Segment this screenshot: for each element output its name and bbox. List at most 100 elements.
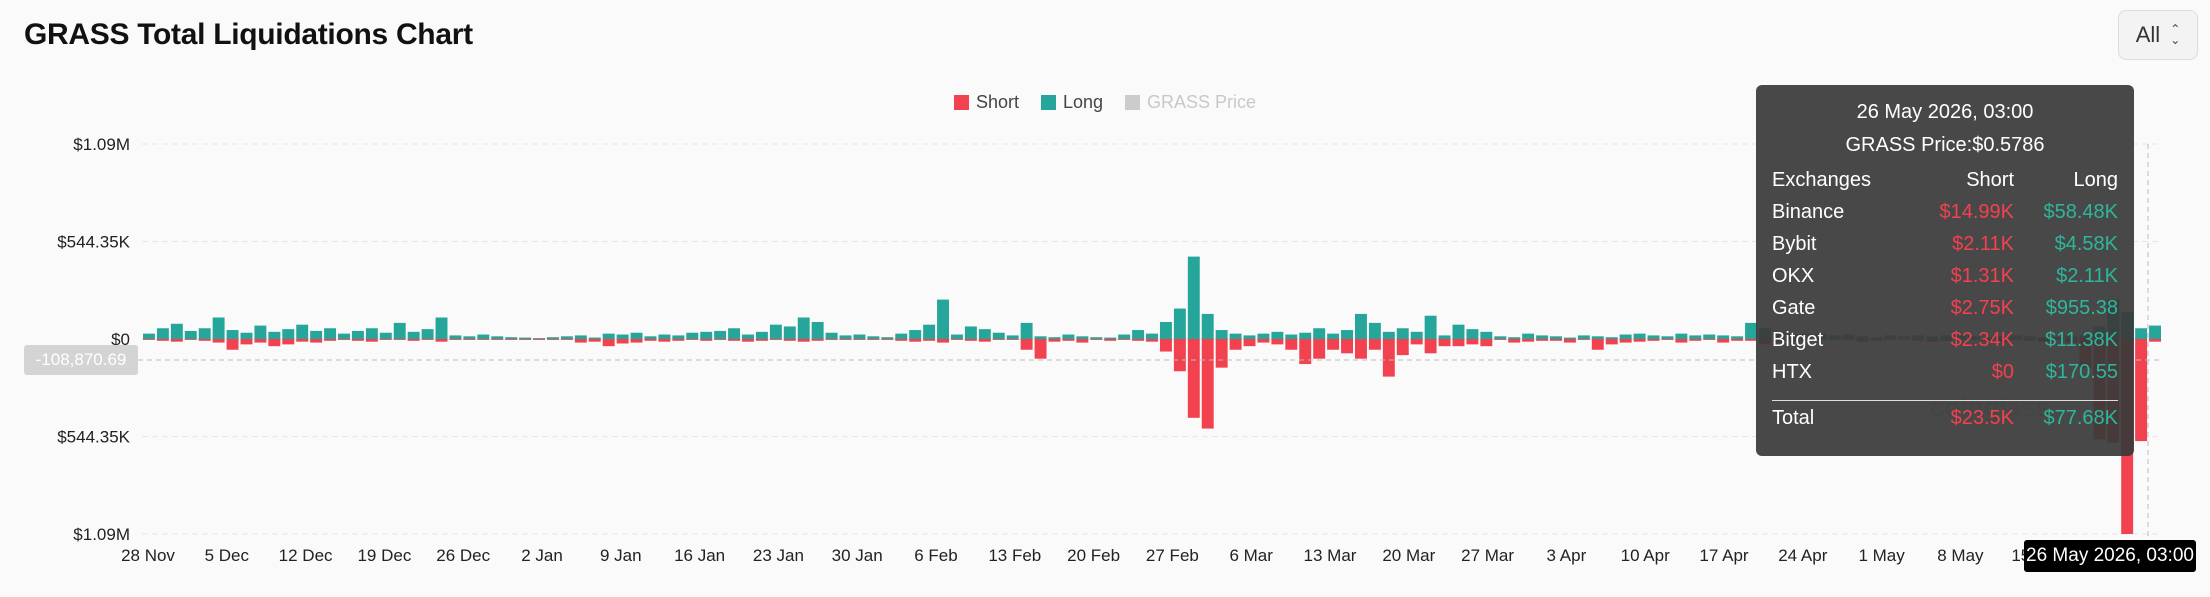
bar-long bbox=[881, 337, 894, 339]
bar-long bbox=[365, 328, 378, 339]
bar-short bbox=[435, 339, 448, 342]
bar-short bbox=[296, 339, 309, 342]
bar-short bbox=[1689, 339, 1702, 341]
chart-legend: Short Long GRASS Price bbox=[0, 92, 2210, 113]
bar-long bbox=[700, 331, 713, 339]
bar-short bbox=[143, 339, 155, 340]
bar-short bbox=[574, 339, 587, 343]
x-axis: 28 Nov 5 Dec 12 Dec 19 Dec 26 Dec 2 Jan 9 Jan 1… bbox=[121, 546, 2068, 565]
bar-short bbox=[616, 339, 629, 344]
bar-short bbox=[463, 339, 476, 340]
chart-tooltip: 26 May 2026, 03:00 GRASS Price:$0.5786 E… bbox=[1756, 85, 2134, 456]
bar-short bbox=[1243, 339, 1256, 347]
x-tick-label: 13 Feb bbox=[988, 546, 1041, 565]
bar-short bbox=[1522, 339, 1535, 342]
tooltip-short-value: $2.34K bbox=[1950, 329, 2015, 351]
bar-long bbox=[714, 330, 727, 339]
bar-short bbox=[909, 339, 922, 342]
bar-long bbox=[895, 333, 908, 339]
tooltip-separator bbox=[1772, 389, 2118, 403]
bar-short bbox=[421, 339, 434, 340]
bar-short bbox=[351, 339, 364, 341]
legend-label-price: GRASS Price bbox=[1147, 92, 1257, 112]
bar-short bbox=[992, 339, 1005, 340]
tooltip-row: OKX $1.31K $2.11K bbox=[1772, 261, 2118, 293]
page-title: GRASS Total Liquidations Chart bbox=[24, 18, 473, 51]
y-tick-label: $544.35K bbox=[57, 428, 130, 447]
bar-long bbox=[978, 329, 991, 339]
bar-short bbox=[184, 339, 197, 340]
tooltip-row: Bitget $2.34K $11.38K bbox=[1772, 325, 2118, 357]
bar-short bbox=[1591, 339, 1604, 350]
bar-short bbox=[1104, 339, 1117, 341]
bar-short bbox=[1605, 339, 1618, 345]
bar-long bbox=[1647, 335, 1660, 339]
bar-short bbox=[1132, 339, 1145, 341]
bar-short bbox=[1299, 339, 1312, 365]
bar-short bbox=[212, 339, 225, 343]
bar-short bbox=[1563, 339, 1576, 343]
tooltip-exchange: Binance bbox=[1772, 201, 1845, 223]
bar-short bbox=[1146, 339, 1158, 342]
tooltip-exchange: Gate bbox=[1772, 297, 1816, 319]
y-tick-label: $0 bbox=[111, 330, 130, 349]
bar-short bbox=[1118, 339, 1131, 340]
bar-long bbox=[338, 333, 350, 339]
bar-short bbox=[282, 339, 295, 345]
x-tick-label: 1 May bbox=[1858, 546, 1905, 565]
bar-long bbox=[1159, 321, 1172, 339]
legend-item-short[interactable]: Short bbox=[953, 92, 1019, 113]
bar-long bbox=[1341, 330, 1353, 339]
bar-short bbox=[170, 339, 183, 342]
bar-short bbox=[700, 339, 713, 341]
bar-short bbox=[1368, 339, 1381, 350]
bar-long bbox=[728, 328, 741, 339]
bar-long bbox=[951, 334, 963, 339]
tooltip-header-short: Short bbox=[1966, 169, 2015, 191]
crosshair-x-label: 26 May 2026, 03:00 bbox=[2024, 540, 2196, 572]
bar-long bbox=[268, 331, 281, 339]
y-tick-label: $1.09M bbox=[73, 135, 130, 154]
tooltip-long-value: $58.48K bbox=[2043, 201, 2118, 223]
range-select[interactable]: All ⌃ ⌄ bbox=[2118, 10, 2198, 60]
legend-label-long: Long bbox=[1062, 92, 1104, 112]
bar-long bbox=[992, 332, 1005, 339]
bar-short bbox=[1577, 339, 1590, 340]
bar-long bbox=[1382, 331, 1395, 339]
bar-long bbox=[519, 337, 532, 339]
bar-short bbox=[1550, 339, 1562, 341]
bar-long bbox=[296, 324, 309, 339]
y-tick-label: $544.35K bbox=[57, 233, 130, 252]
bar-short bbox=[240, 339, 253, 345]
bar-short bbox=[1619, 339, 1632, 343]
bar-long bbox=[574, 335, 587, 339]
legend-item-long[interactable]: Long bbox=[1040, 92, 1104, 113]
x-tick-label: 6 Feb bbox=[914, 546, 957, 565]
bar-short bbox=[1536, 339, 1549, 341]
bar-long bbox=[1146, 333, 1158, 339]
tooltip-long-value: $11.38K bbox=[2044, 329, 2118, 351]
bar-short bbox=[1271, 339, 1284, 345]
tooltip-short-value: $2.75K bbox=[1950, 297, 2015, 319]
bar-long bbox=[421, 329, 434, 339]
bar-long bbox=[811, 321, 824, 339]
bar-long bbox=[742, 334, 754, 339]
bar-long bbox=[1229, 333, 1242, 339]
bar-short bbox=[477, 339, 490, 340]
bar-long bbox=[644, 336, 657, 339]
x-tick-label: 6 Mar bbox=[1229, 546, 1273, 565]
legend-item-price[interactable]: GRASS Price bbox=[1125, 92, 1256, 113]
legend-swatch-long bbox=[1040, 95, 1056, 110]
bar-long bbox=[1299, 332, 1312, 339]
tooltip-price: GRASS Price:$0.5786 bbox=[1845, 134, 2045, 156]
bar-long bbox=[2135, 328, 2148, 339]
bar-long bbox=[755, 331, 768, 339]
x-tick-label: 19 Dec bbox=[357, 546, 411, 565]
bar-long bbox=[825, 332, 838, 339]
x-tick-label: 23 Jan bbox=[753, 546, 804, 565]
bar-short bbox=[853, 339, 866, 340]
tooltip-row: Bybit $2.11K $4.58K bbox=[1772, 229, 2118, 261]
bar-long bbox=[1313, 328, 1326, 339]
bar-short bbox=[1452, 339, 1465, 347]
x-tick-label: 20 Mar bbox=[1382, 546, 1435, 565]
